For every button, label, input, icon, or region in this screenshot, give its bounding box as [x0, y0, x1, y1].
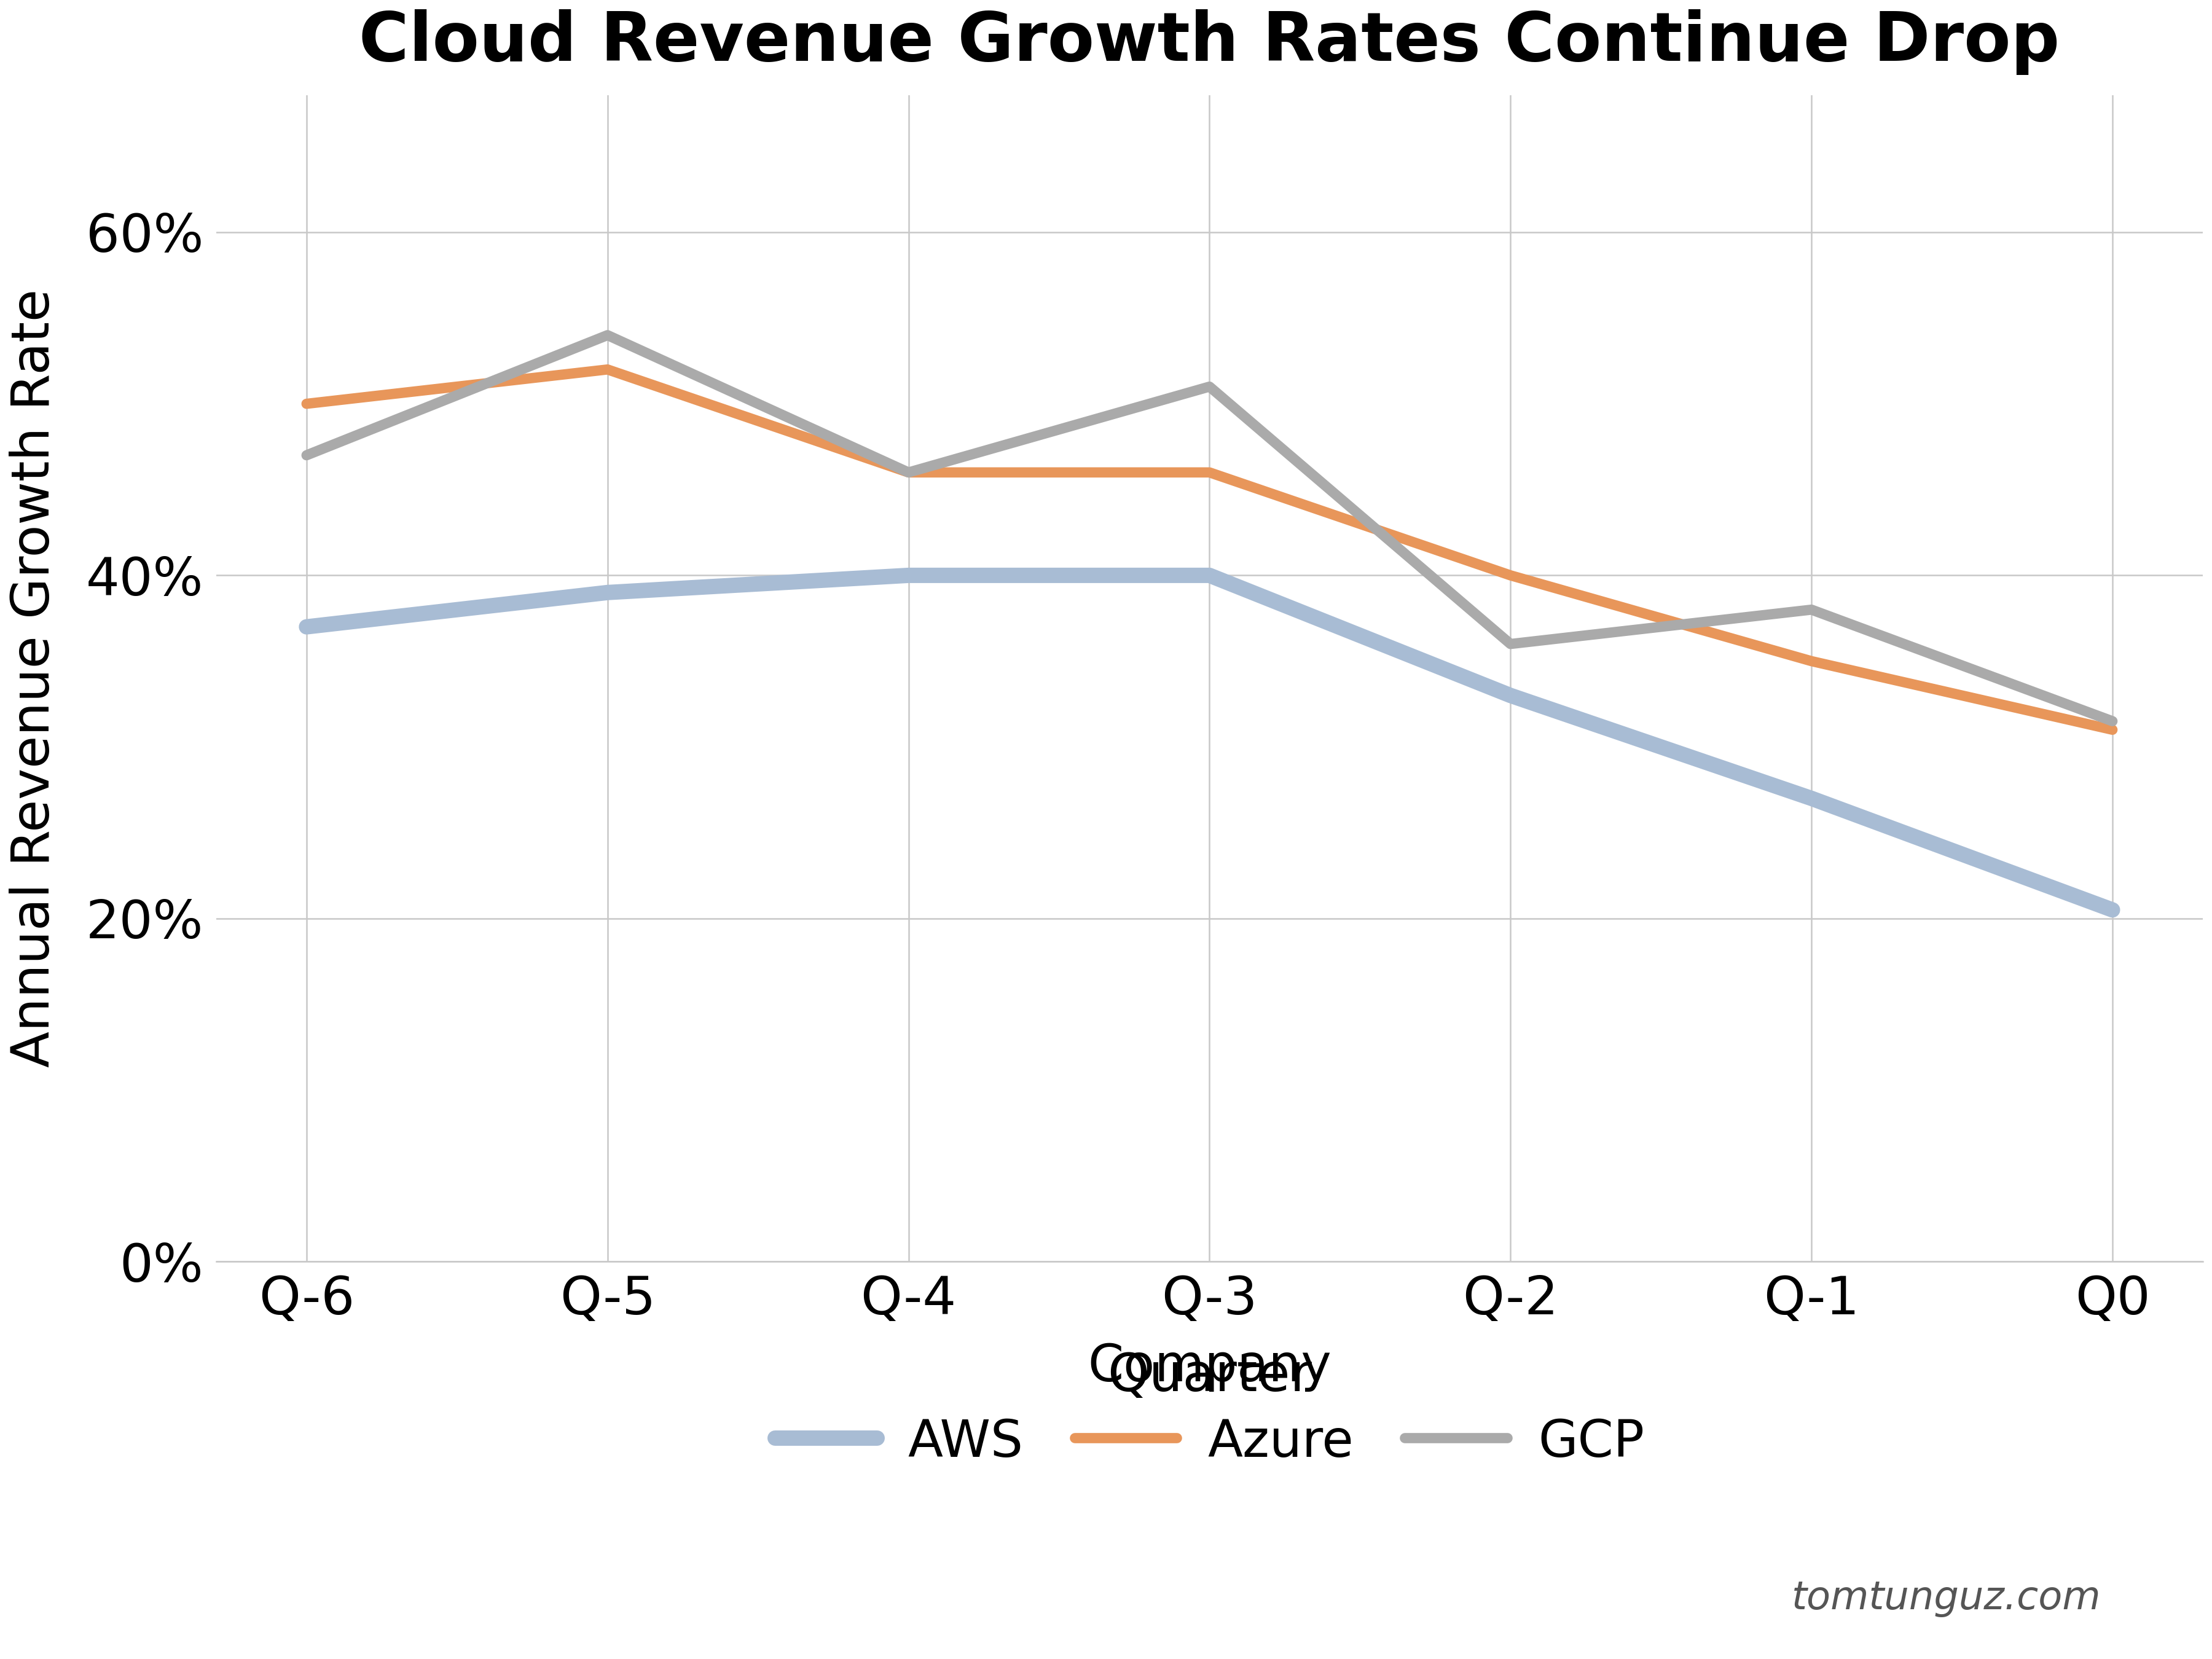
Y-axis label: Annual Revenue Growth Rate: Annual Revenue Growth Rate: [9, 289, 60, 1067]
GCP: [294, 445, 321, 465]
Azure: [1498, 566, 1524, 586]
Title: Cloud Revenue Growth Rates Continue Drop: Cloud Revenue Growth Rates Continue Drop: [358, 10, 2059, 75]
GCP: [1197, 377, 1223, 397]
AWS: [1197, 566, 1223, 586]
AWS: [2099, 899, 2126, 919]
X-axis label: Quarter: Quarter: [1108, 1350, 1312, 1402]
AWS: [595, 582, 622, 602]
AWS: [294, 617, 321, 637]
Line: GCP: GCP: [307, 335, 2112, 722]
Azure: [1798, 652, 1825, 672]
Azure: [1197, 463, 1223, 483]
Azure: [2099, 720, 2126, 740]
GCP: [2099, 712, 2126, 732]
AWS: [1498, 685, 1524, 705]
GCP: [1498, 634, 1524, 654]
Azure: [294, 393, 321, 413]
GCP: [595, 325, 622, 345]
Line: AWS: AWS: [307, 576, 2112, 909]
GCP: [1798, 599, 1825, 619]
Line: Azure: Azure: [307, 370, 2112, 730]
AWS: [1798, 788, 1825, 808]
Legend: AWS, Azure, GCP: AWS, Azure, GCP: [750, 1316, 1670, 1493]
Azure: [595, 360, 622, 380]
AWS: [896, 566, 922, 586]
Azure: [896, 463, 922, 483]
GCP: [896, 463, 922, 483]
Text: tomtunguz.com: tomtunguz.com: [1792, 1579, 2101, 1618]
